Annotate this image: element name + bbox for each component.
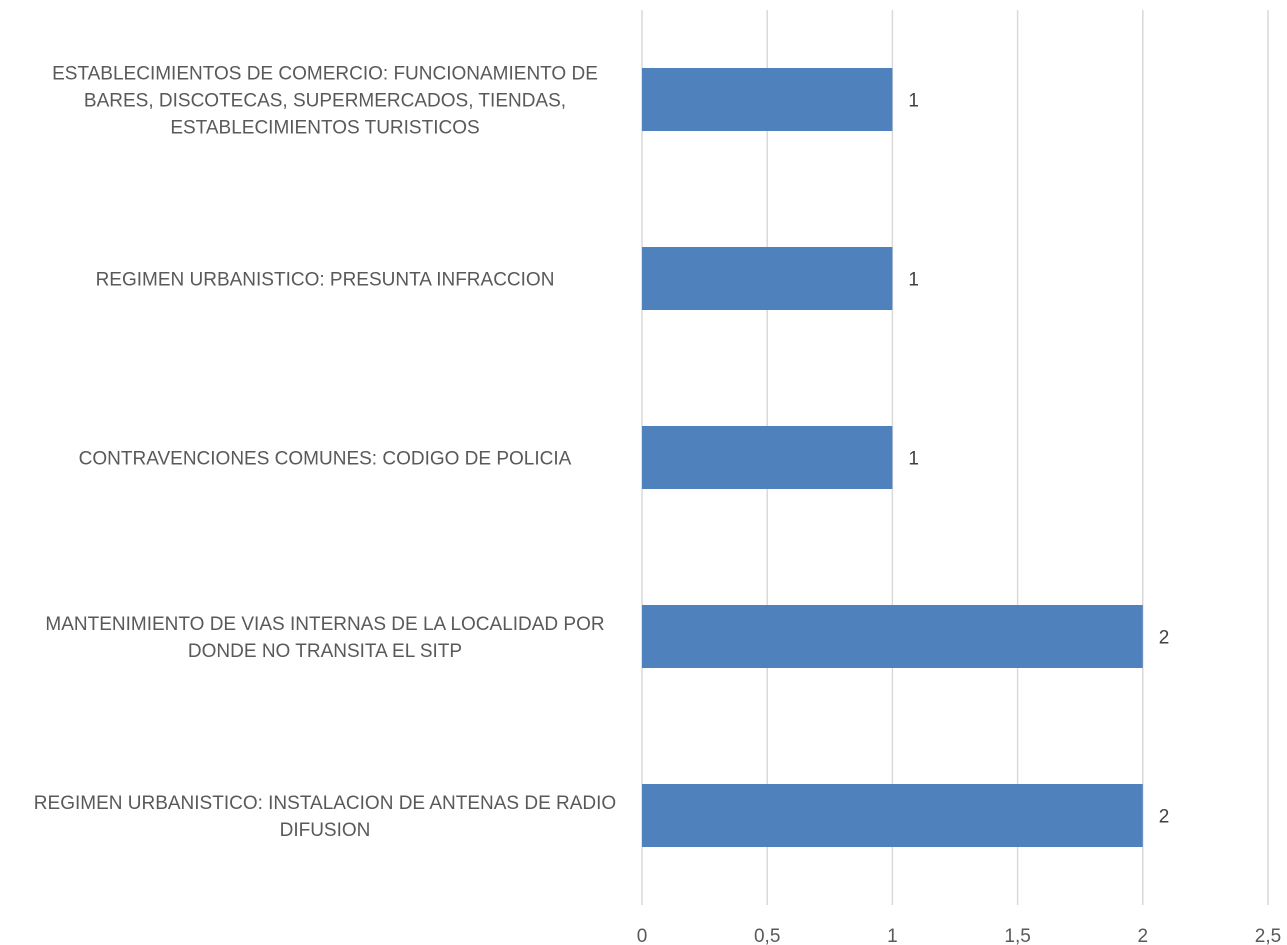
bars (642, 68, 1143, 847)
category-label: BARES, DISCOTECAS, SUPERMERCADOS, TIENDA… (84, 91, 566, 112)
data-label: 1 (908, 270, 919, 291)
x-tick-label: 1,5 (1004, 926, 1030, 945)
category-labels: ESTABLECIMIENTOS DE COMERCIO: FUNCIONAMI… (34, 64, 616, 842)
bar (642, 68, 893, 131)
data-label: 1 (908, 449, 919, 470)
x-axis-ticks: 0 0,5 1 1,5 2 2,5 (637, 926, 1282, 945)
category-label: MANTENIMIENTO DE VIAS INTERNAS DE LA LOC… (45, 614, 604, 635)
x-tick-label: 1 (887, 926, 898, 945)
category-label: DIFUSION (280, 820, 371, 841)
category-label: CONTRAVENCIONES COMUNES: CODIGO DE POLIC… (79, 449, 572, 470)
category-label: ESTABLECIMIENTOS DE COMERCIO: FUNCIONAMI… (52, 64, 598, 85)
x-tick-label: 2,5 (1255, 926, 1281, 945)
category-label: REGIMEN URBANISTICO: INSTALACION DE ANTE… (34, 793, 616, 814)
x-tick-label: 2 (1138, 926, 1149, 945)
data-label: 2 (1159, 807, 1170, 828)
x-tick-label: 0,5 (754, 926, 780, 945)
bar (642, 605, 1143, 668)
data-label: 2 (1159, 628, 1170, 649)
category-label: REGIMEN URBANISTICO: PRESUNTA INFRACCION (96, 270, 555, 291)
bar (642, 426, 893, 489)
category-label: DONDE NO TRANSITA EL SITP (188, 641, 462, 662)
x-tick-label: 0 (637, 926, 648, 945)
bar (642, 784, 1143, 847)
data-labels: 1 1 1 2 2 (908, 91, 1169, 828)
data-label: 1 (908, 91, 919, 112)
category-label: ESTABLECIMIENTOS TURISTICOS (170, 118, 479, 139)
bar (642, 247, 893, 310)
